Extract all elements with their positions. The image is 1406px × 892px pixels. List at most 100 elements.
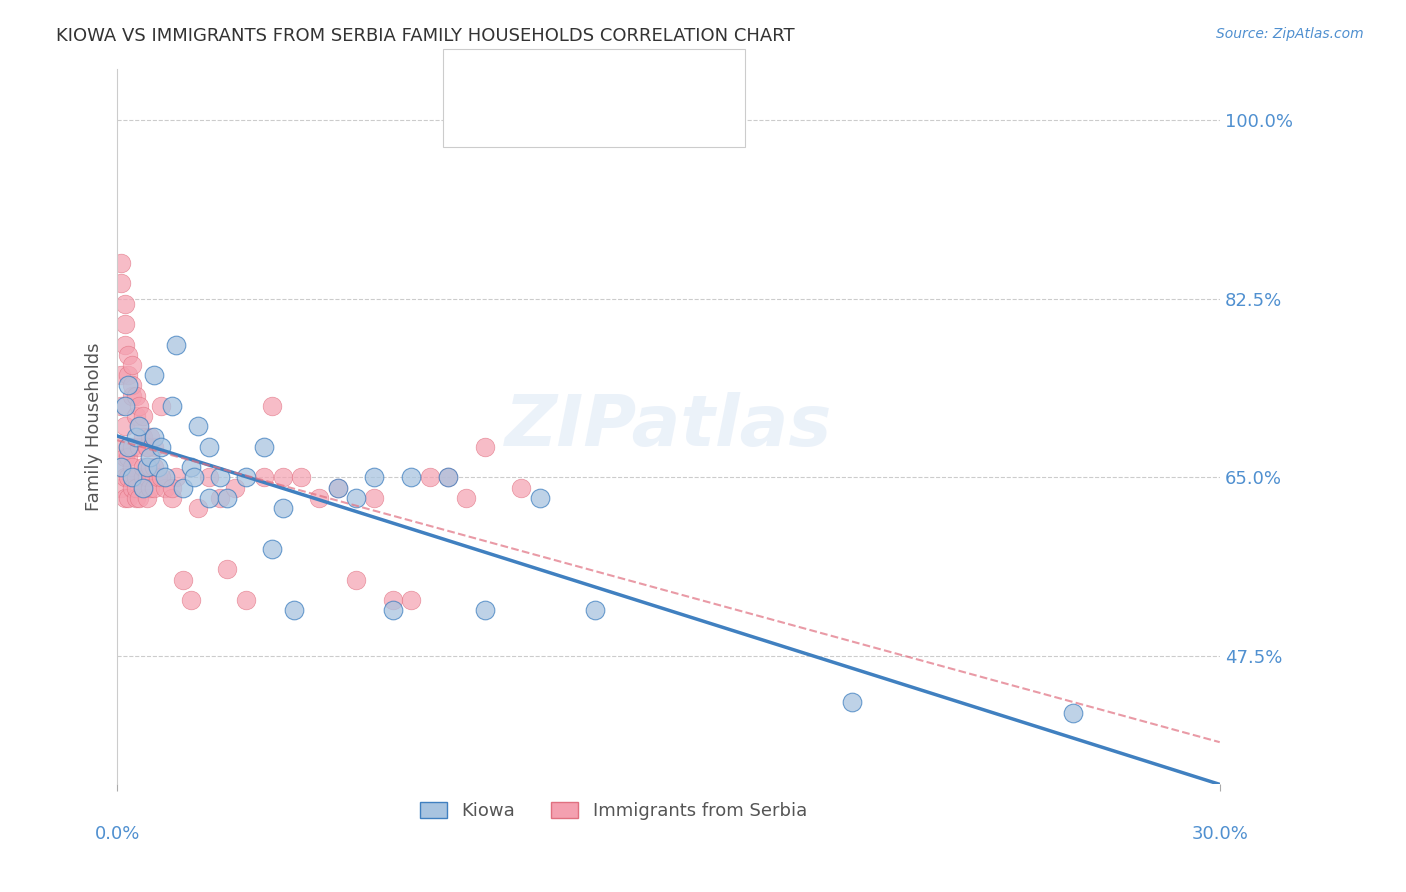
Point [135, 470, 157, 484]
Text: Source: ZipAtlas.com: Source: ZipAtlas.com [1216, 27, 1364, 41]
Point [437, 470, 460, 484]
Point [114, 491, 136, 505]
Point [162, 399, 184, 413]
Point [260, 541, 283, 556]
Text: KIOWA VS IMMIGRANTS FROM SERBIA FAMILY HOUSEHOLDS CORRELATION CHART: KIOWA VS IMMIGRANTS FROM SERBIA FAMILY H… [56, 27, 794, 45]
Text: 80: 80 [614, 103, 641, 123]
Point [198, 491, 221, 505]
Point [150, 399, 173, 413]
Point [456, 491, 478, 505]
Point [114, 296, 136, 310]
Point [153, 481, 176, 495]
Point [165, 337, 187, 351]
Point [110, 368, 132, 383]
Point [142, 440, 165, 454]
Point [121, 358, 143, 372]
Point [271, 501, 294, 516]
Point [180, 593, 202, 607]
Point [235, 593, 257, 607]
Text: 0.085: 0.085 [522, 104, 579, 122]
Point [841, 695, 863, 709]
Point [128, 399, 150, 413]
Point [139, 460, 162, 475]
Point [474, 440, 496, 454]
Point [209, 470, 232, 484]
Point [121, 470, 143, 484]
Point [162, 481, 184, 495]
Point [172, 481, 194, 495]
Text: ZIPatlas: ZIPatlas [505, 392, 832, 461]
Point [117, 470, 139, 484]
Point [235, 470, 257, 484]
Point [381, 593, 404, 607]
Point [510, 481, 533, 495]
Point [124, 429, 146, 443]
Point [344, 573, 367, 587]
Point [124, 481, 146, 495]
Point [308, 491, 330, 505]
Point [132, 409, 155, 423]
Point [253, 440, 276, 454]
Point [165, 470, 187, 484]
Point [290, 470, 312, 484]
Point [399, 593, 422, 607]
Point [142, 481, 165, 495]
Point [117, 348, 139, 362]
Y-axis label: Family Households: Family Households [86, 342, 103, 510]
Text: N =: N = [581, 104, 620, 122]
Point [114, 419, 136, 434]
Point [110, 440, 132, 454]
Point [198, 470, 221, 484]
Point [139, 450, 162, 464]
Point [114, 317, 136, 331]
Text: N =: N = [581, 65, 620, 83]
Point [363, 470, 385, 484]
Point [110, 481, 132, 495]
Point [180, 460, 202, 475]
Point [110, 460, 132, 475]
Text: 41: 41 [614, 64, 641, 84]
Point [187, 419, 209, 434]
Point [117, 368, 139, 383]
Point [121, 378, 143, 392]
Point [114, 337, 136, 351]
Point [224, 481, 246, 495]
Point [139, 481, 162, 495]
Text: R =: R = [485, 104, 524, 122]
Point [583, 603, 606, 617]
Point [326, 481, 349, 495]
Point [183, 470, 205, 484]
Point [121, 440, 143, 454]
Point [253, 470, 276, 484]
Point [187, 501, 209, 516]
Point [114, 399, 136, 413]
Point [135, 460, 157, 475]
Point [381, 603, 404, 617]
Point [150, 440, 173, 454]
Point [121, 460, 143, 475]
Point [363, 491, 385, 505]
Point [124, 389, 146, 403]
Point [128, 491, 150, 505]
Point [110, 256, 132, 270]
Point [399, 470, 422, 484]
Point [150, 470, 173, 484]
Point [124, 491, 146, 505]
Point [110, 399, 132, 413]
Point [153, 470, 176, 484]
Point [128, 440, 150, 454]
Text: -0.412: -0.412 [522, 65, 586, 83]
Point [135, 440, 157, 454]
Point [132, 460, 155, 475]
Point [117, 378, 139, 392]
Point [117, 491, 139, 505]
Point [117, 440, 139, 454]
Point [260, 399, 283, 413]
Text: 0.0%: 0.0% [94, 825, 139, 843]
Point [121, 481, 143, 495]
Point [146, 470, 169, 484]
Point [110, 460, 132, 475]
Point [344, 491, 367, 505]
Point [437, 470, 460, 484]
Point [271, 470, 294, 484]
